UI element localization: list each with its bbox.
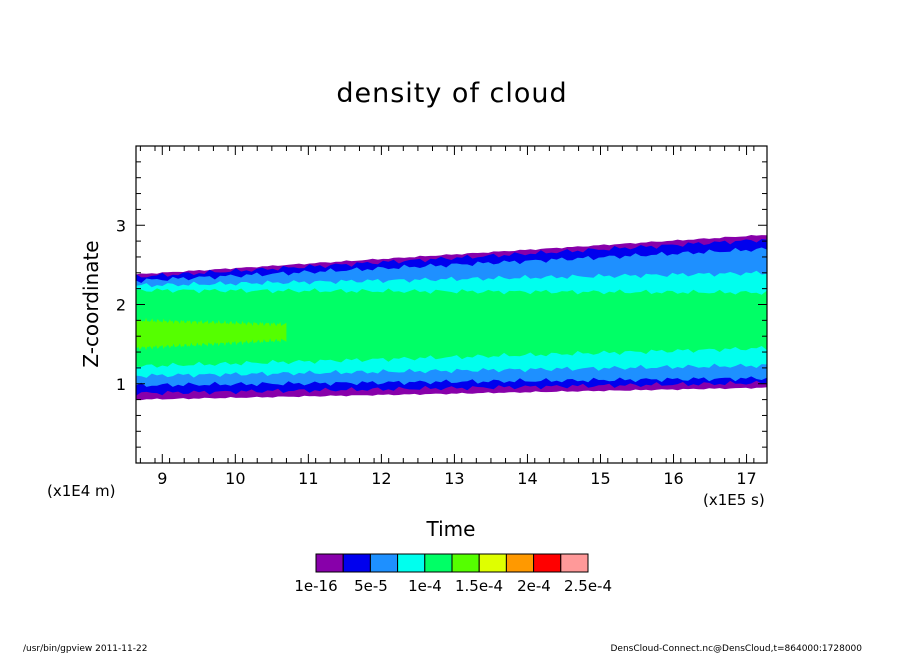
colorbar-swatch: [369, 553, 399, 573]
x-axis-label: Time: [426, 517, 476, 541]
colorbar: [315, 553, 589, 573]
colorbar-swatch: [505, 553, 535, 573]
x-tick-label: 17: [736, 469, 756, 488]
y-axis-label: Z-coordinate: [79, 240, 103, 367]
colorbar-swatch: [342, 553, 371, 573]
contour-band-level-5: [136, 317, 287, 351]
y-unit-label: (x1E4 m): [47, 482, 116, 500]
axis-ticks: [136, 146, 767, 463]
colorbar-swatch: [424, 553, 453, 573]
x-tick-label: 12: [371, 469, 391, 488]
x-tick-label: 14: [517, 469, 537, 488]
colorbar-label: 1e-4: [408, 577, 442, 595]
y-tick-labels: 1 2 3: [116, 216, 126, 394]
y-tick-label: 2: [116, 296, 126, 315]
colorbar-swatch: [560, 553, 589, 573]
x-unit-label: (x1E5 s): [703, 491, 765, 509]
footer-left-text: /usr/bin/gpview 2011-11-22: [23, 644, 147, 654]
x-tick-label: 9: [157, 469, 167, 488]
x-tick-label: 13: [444, 469, 464, 488]
colorbar-swatch: [478, 553, 507, 573]
colorbar-label: 2.5e-4: [564, 577, 612, 595]
x-tick-label: 15: [590, 469, 610, 488]
colorbar-swatch: [397, 553, 426, 573]
x-tick-label: 16: [663, 469, 683, 488]
footer-right-text: DensCloud-Connect.nc@DensCloud,t=864000:…: [610, 644, 862, 654]
x-tick-label: 11: [298, 469, 318, 488]
contour-band-level-4: [136, 288, 767, 368]
contour-bands: [136, 235, 767, 401]
y-tick-label: 1: [116, 375, 126, 394]
x-tick-labels: 9 10 11 12 13 14 15 16 17: [157, 469, 757, 488]
chart-title: density of cloud: [336, 78, 567, 109]
colorbar-swatch: [451, 553, 480, 573]
colorbar-labels: 1e-16 5e-5 1e-4 1.5e-4 2e-4 2.5e-4: [294, 577, 612, 595]
colorbar-swatch: [533, 553, 562, 573]
colorbar-label: 1e-16: [294, 577, 337, 595]
colorbar-label: 5e-5: [354, 577, 388, 595]
colorbar-label: 2e-4: [517, 577, 551, 595]
colorbar-label: 1.5e-4: [455, 577, 503, 595]
x-tick-label: 10: [225, 469, 245, 488]
y-tick-label: 3: [116, 216, 126, 235]
colorbar-swatch: [315, 553, 344, 573]
